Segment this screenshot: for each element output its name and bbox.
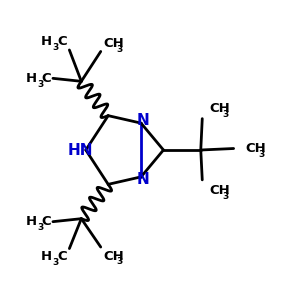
- Text: 3: 3: [222, 110, 229, 119]
- Text: C: C: [42, 72, 52, 85]
- Text: 3: 3: [116, 45, 122, 54]
- Text: 3: 3: [37, 223, 44, 232]
- Text: 3: 3: [258, 150, 264, 159]
- Text: 3: 3: [116, 257, 122, 266]
- Text: CH: CH: [210, 184, 230, 197]
- Text: H: H: [26, 215, 37, 228]
- Text: N: N: [136, 112, 149, 128]
- Text: H: H: [41, 250, 52, 263]
- Text: CH: CH: [104, 250, 124, 262]
- Text: C: C: [57, 35, 67, 48]
- Text: H: H: [41, 35, 52, 48]
- Text: C: C: [42, 215, 52, 228]
- Text: CH: CH: [104, 37, 124, 50]
- Text: 3: 3: [53, 258, 59, 267]
- Text: C: C: [57, 250, 67, 263]
- Text: 3: 3: [53, 43, 59, 52]
- Text: CH: CH: [210, 102, 230, 115]
- Text: 3: 3: [222, 192, 229, 201]
- Text: N: N: [136, 172, 149, 188]
- Text: HN: HN: [68, 142, 93, 158]
- Text: CH: CH: [246, 142, 266, 155]
- Text: H: H: [26, 72, 37, 85]
- Text: 3: 3: [37, 80, 44, 89]
